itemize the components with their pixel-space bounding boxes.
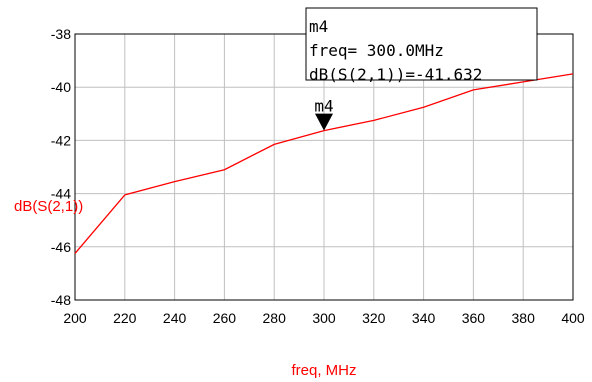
x-axis-label: freq, MHz: [291, 362, 356, 379]
marker-readout-name: m4: [309, 17, 328, 36]
marker-triangle[interactable]: [315, 113, 333, 131]
x-tick-label: 260: [213, 310, 237, 326]
x-tick-label: 380: [512, 310, 536, 326]
y-tick-label: -42: [51, 132, 71, 148]
marker-readout-freq: freq= 300.0MHz: [309, 41, 444, 60]
x-tick-label: 280: [263, 310, 287, 326]
y-tick-label: -40: [51, 79, 71, 95]
x-tick-label: 340: [412, 310, 436, 326]
marker-readout-box[interactable]: [305, 7, 538, 81]
x-tick-label: 240: [163, 310, 187, 326]
marker-label: m4: [314, 97, 333, 116]
x-tick-label: 300: [312, 310, 336, 326]
x-tick-labels: 200 220 240 260 280 300 320 340 360 380 400: [63, 310, 585, 326]
marker-group: m4 m4 freq= 300.0MHz dB(S(2,1))=-41.632: [305, 7, 538, 131]
x-tick-label: 220: [113, 310, 137, 326]
x-tick-label: 360: [462, 310, 486, 326]
y-axis-label: dB(S(2,1)): [14, 198, 83, 215]
y-tick-label: -38: [51, 26, 71, 42]
x-tick-label: 200: [63, 310, 87, 326]
y-tick-labels: -38 -40 -42 -44 -46 -48: [51, 26, 71, 308]
y-tick-label: -44: [51, 186, 71, 202]
x-tick-label: 400: [561, 310, 585, 326]
y-tick-label: -46: [51, 239, 71, 255]
marker-readout-value: dB(S(2,1))=-41.632: [309, 65, 482, 84]
y-tick-label: -48: [51, 292, 71, 308]
x-tick-label: 320: [362, 310, 386, 326]
